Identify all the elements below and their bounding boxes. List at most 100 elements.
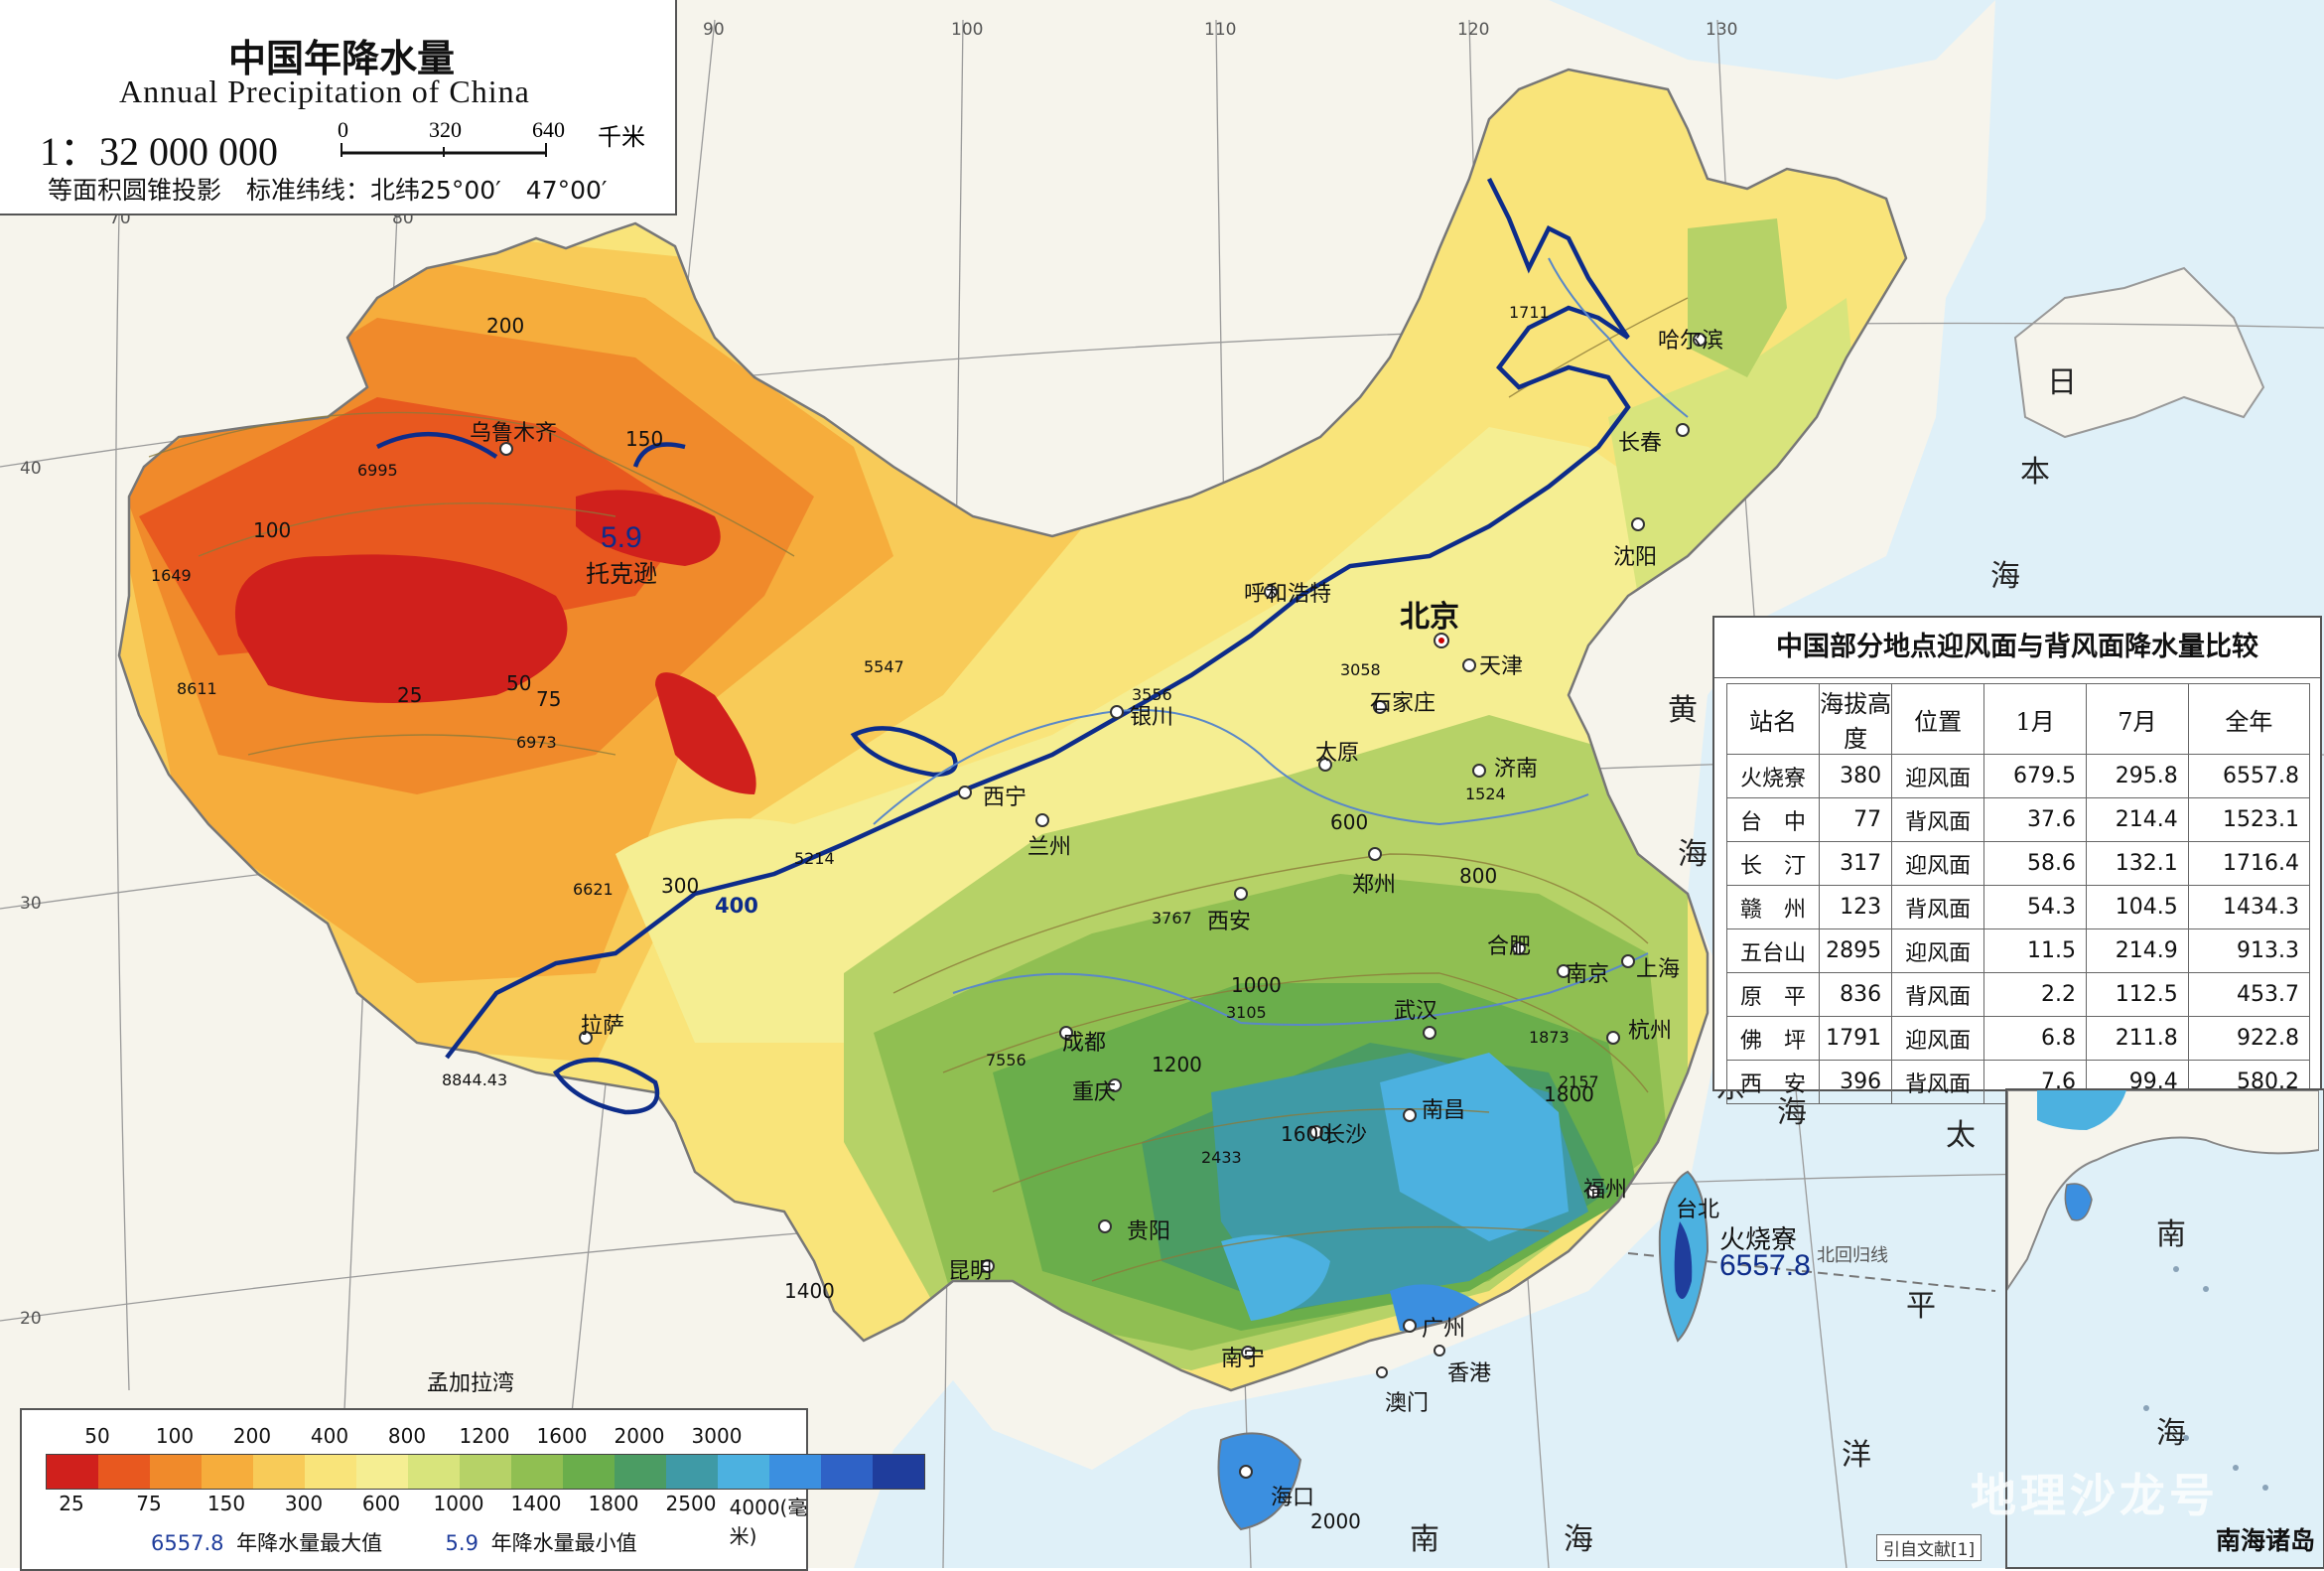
city-shijiazhuang: 石家庄 (1370, 691, 1436, 716)
legend-swatch-7 (408, 1455, 460, 1489)
cell-jan: 6.8 (1983, 1016, 2087, 1061)
isoline-label-1600: 1600 (1281, 1122, 1331, 1146)
legend-swatch-16 (873, 1455, 924, 1489)
spot-value-3556: 3556 (1132, 685, 1172, 704)
table-row: 台 中 77 背风面 37.6 214.4 1523.1 (1725, 797, 2311, 842)
city-huoshaoliao: 火烧寮 (1719, 1225, 1798, 1255)
grid-label-20n: 20 (20, 1309, 42, 1329)
legend-top-labels: 50 100 200 400 800 1200 1600 2000 3000 (22, 1424, 806, 1452)
sea-label-bay-of-bengal: 孟加拉湾 (427, 1371, 515, 1396)
cell-annual: 453.7 (2187, 972, 2311, 1017)
cell-elevation: 77 (1819, 797, 1893, 842)
isoline-label-1000: 1000 (1231, 973, 1282, 997)
legend-swatch-0 (47, 1455, 98, 1489)
isoline-label-25: 25 (397, 683, 423, 707)
sea-label-hai4: 海 (1564, 1522, 1593, 1557)
cell-jan: 37.6 (1983, 797, 2087, 842)
cell-station: 五台山 (1725, 928, 1821, 973)
city-beijing: 北京 (1400, 600, 1459, 635)
table-row: 赣 州 123 背风面 54.3 104.5 1434.3 (1725, 885, 2311, 929)
table-header-position: 位置 (1891, 683, 1985, 755)
min-precip-value: 5.9 (601, 521, 642, 554)
cell-jan: 58.6 (1983, 841, 2087, 886)
source-note: 引自文献[1] (1876, 1534, 1982, 1561)
cell-annual: 6557.8 (2187, 754, 2311, 798)
cell-annual: 1434.3 (2187, 885, 2311, 929)
city-yinchuan: 银川 (1130, 705, 1174, 730)
cell-jul: 214.9 (2085, 928, 2189, 973)
spot-value-5214: 5214 (794, 849, 835, 868)
legend-max-note: 年降水量最大值 (236, 1531, 383, 1555)
table-row: 五台山 2895 迎风面 11.5 214.9 913.3 (1725, 928, 2311, 973)
cell-position: 迎风面 (1891, 928, 1985, 973)
cell-elevation: 2895 (1819, 928, 1893, 973)
cell-elevation: 123 (1819, 885, 1893, 929)
legend-swatch-11 (615, 1455, 666, 1489)
legend-label-1400: 1400 (510, 1492, 562, 1515)
city-kunming: 昆明 (948, 1259, 993, 1284)
city-macau: 澳门 (1385, 1391, 1430, 1416)
scale-unit: 千米 (598, 123, 645, 151)
isoline-label-150: 150 (625, 427, 664, 451)
city-shenyang: 沈阳 (1613, 545, 1658, 570)
scale-tick-320: 320 (429, 117, 462, 142)
comparison-table: 站名 海拔高度 位置 1月 7月 全年 火烧寮 380 迎风面 679.5 29… (1725, 683, 2311, 1104)
cell-elevation: 380 (1819, 754, 1893, 798)
sea-label-tai: 太 (1946, 1118, 1976, 1153)
sea-label-huang: 黄 (1668, 693, 1698, 728)
city-guiyang: 贵阳 (1127, 1219, 1171, 1244)
cell-jul: 211.8 (2085, 1016, 2189, 1061)
spot-value-3767: 3767 (1152, 909, 1192, 928)
grid-label-90: 90 (703, 20, 725, 40)
scale-tick-0: 0 (338, 117, 348, 142)
city-xining: 西宁 (983, 786, 1027, 810)
cell-jul: 104.5 (2085, 885, 2189, 929)
isoline-label-300: 300 (661, 874, 700, 898)
cell-position: 背风面 (1891, 885, 1985, 929)
cell-position: 迎风面 (1891, 841, 1985, 886)
legend-swatch-2 (150, 1455, 202, 1489)
table-row: 长 汀 317 迎风面 58.6 132.1 1716.4 (1725, 841, 2311, 886)
spot-value-2157: 2157 (1559, 1072, 1599, 1091)
city-fuzhou: 福州 (1583, 1178, 1628, 1203)
isoline-label-600: 600 (1330, 810, 1369, 834)
cell-station: 原 平 (1725, 972, 1821, 1017)
legend-label-1200: 1200 (459, 1424, 510, 1448)
sea-label-hai1: 海 (1990, 559, 2020, 594)
legend-label-1600: 1600 (536, 1424, 588, 1448)
inset-sea-hai: 海 (2156, 1416, 2186, 1451)
legend-label-1000: 1000 (433, 1492, 484, 1515)
city-hongkong: 香港 (1447, 1361, 1492, 1386)
cell-jan: 2.2 (1983, 972, 2087, 1017)
map-title-cn: 中国年降水量 (228, 36, 456, 80)
city-hefei: 合肥 (1487, 934, 1532, 959)
city-hangzhou: 杭州 (1628, 1019, 1673, 1044)
spot-value-6995: 6995 (357, 461, 398, 480)
city-toksun: 托克逊 (586, 560, 657, 588)
cell-position: 背风面 (1891, 972, 1985, 1017)
cell-annual: 913.3 (2187, 928, 2311, 973)
legend-label-400: 400 (310, 1424, 349, 1448)
cell-elevation: 317 (1819, 841, 1893, 886)
map-title-block: 中国年降水量 Annual Precipitation of China 1：3… (0, 0, 677, 215)
city-lhasa: 拉萨 (581, 1014, 625, 1039)
spot-value-5547: 5547 (864, 657, 904, 676)
city-harbin: 哈尔滨 (1658, 329, 1724, 354)
spot-value-1873: 1873 (1529, 1028, 1570, 1047)
sea-label-ping: 平 (1906, 1289, 1936, 1324)
legend-swatch-5 (305, 1455, 356, 1489)
max-precip-value: 6557.8 (1719, 1249, 1811, 1282)
tropic-label: 北回归线 (1817, 1245, 1888, 1266)
sea-label-yang: 洋 (1842, 1438, 1871, 1473)
inset-sea-nan: 南 (2156, 1217, 2186, 1252)
cell-jul: 214.4 (2085, 797, 2189, 842)
city-xian: 西安 (1207, 910, 1252, 934)
legend-bottom-labels: 25 75 150 300 600 1000 1400 1800 2500 40… (22, 1492, 807, 1548)
city-nanchang: 南昌 (1422, 1098, 1466, 1123)
legend-label-100: 100 (155, 1424, 195, 1448)
city-taiyuan: 太原 (1315, 741, 1360, 766)
cell-station: 长 汀 (1725, 841, 1821, 886)
city-chongqing: 重庆 (1072, 1080, 1117, 1105)
isoline-label-200: 200 (486, 314, 525, 338)
